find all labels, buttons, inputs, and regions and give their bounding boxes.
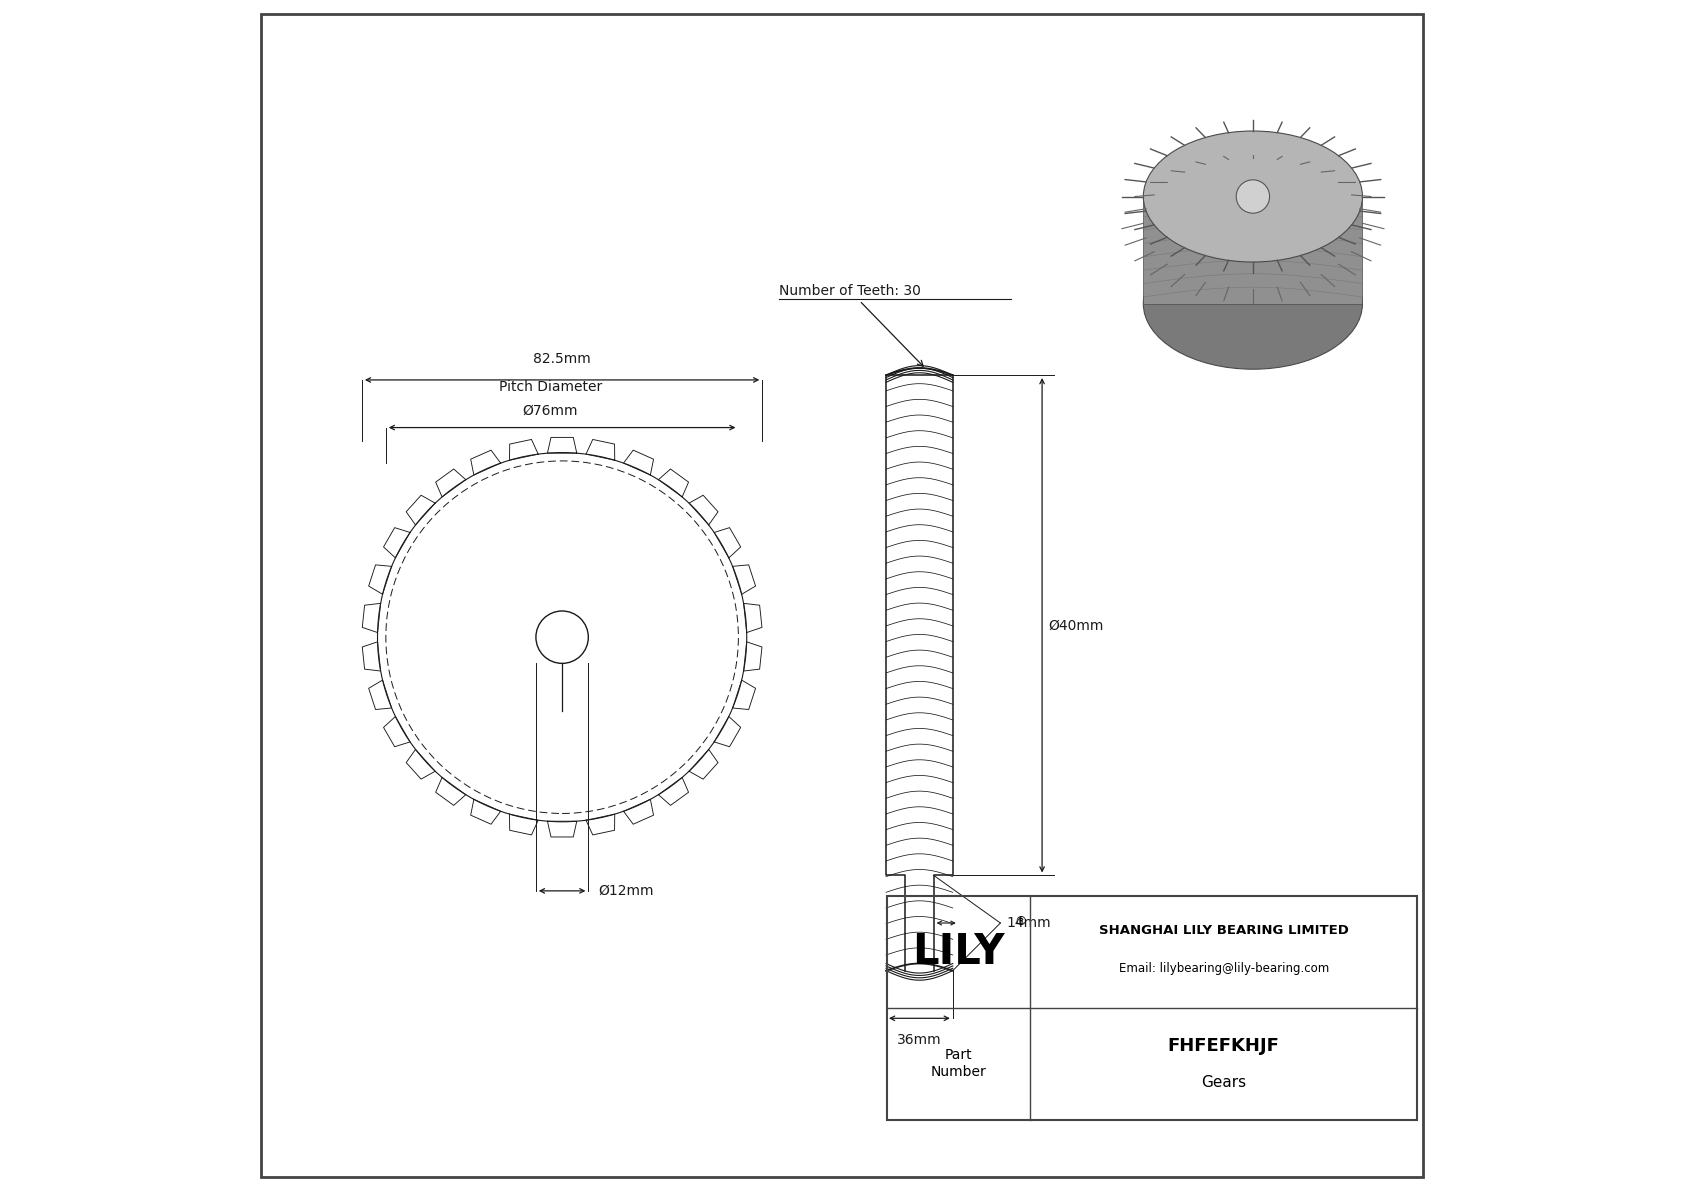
Text: Email: lilybearing@lily-bearing.com: Email: lilybearing@lily-bearing.com	[1118, 962, 1329, 974]
Text: Ø12mm: Ø12mm	[598, 884, 653, 898]
Polygon shape	[1143, 197, 1362, 304]
Text: ®: ®	[1014, 916, 1027, 928]
Ellipse shape	[1143, 238, 1362, 369]
Circle shape	[1236, 180, 1270, 213]
Text: 36mm: 36mm	[898, 1033, 941, 1047]
Text: FHFEFKHJF: FHFEFKHJF	[1169, 1036, 1280, 1055]
Text: Ø40mm: Ø40mm	[1047, 618, 1103, 632]
Text: Number of Teeth: 30: Number of Teeth: 30	[780, 283, 923, 366]
Text: 82.5mm: 82.5mm	[534, 351, 591, 366]
Text: Ø76mm: Ø76mm	[522, 404, 578, 418]
Text: LILY: LILY	[913, 930, 1005, 973]
Ellipse shape	[1143, 131, 1362, 262]
Text: Part
Number: Part Number	[931, 1048, 987, 1079]
Text: 14mm: 14mm	[1007, 916, 1051, 930]
Text: Gears: Gears	[1201, 1075, 1246, 1090]
Bar	[887, 896, 1418, 1120]
Text: SHANGHAI LILY BEARING LIMITED: SHANGHAI LILY BEARING LIMITED	[1100, 924, 1349, 936]
Text: Pitch Diameter: Pitch Diameter	[498, 380, 601, 394]
